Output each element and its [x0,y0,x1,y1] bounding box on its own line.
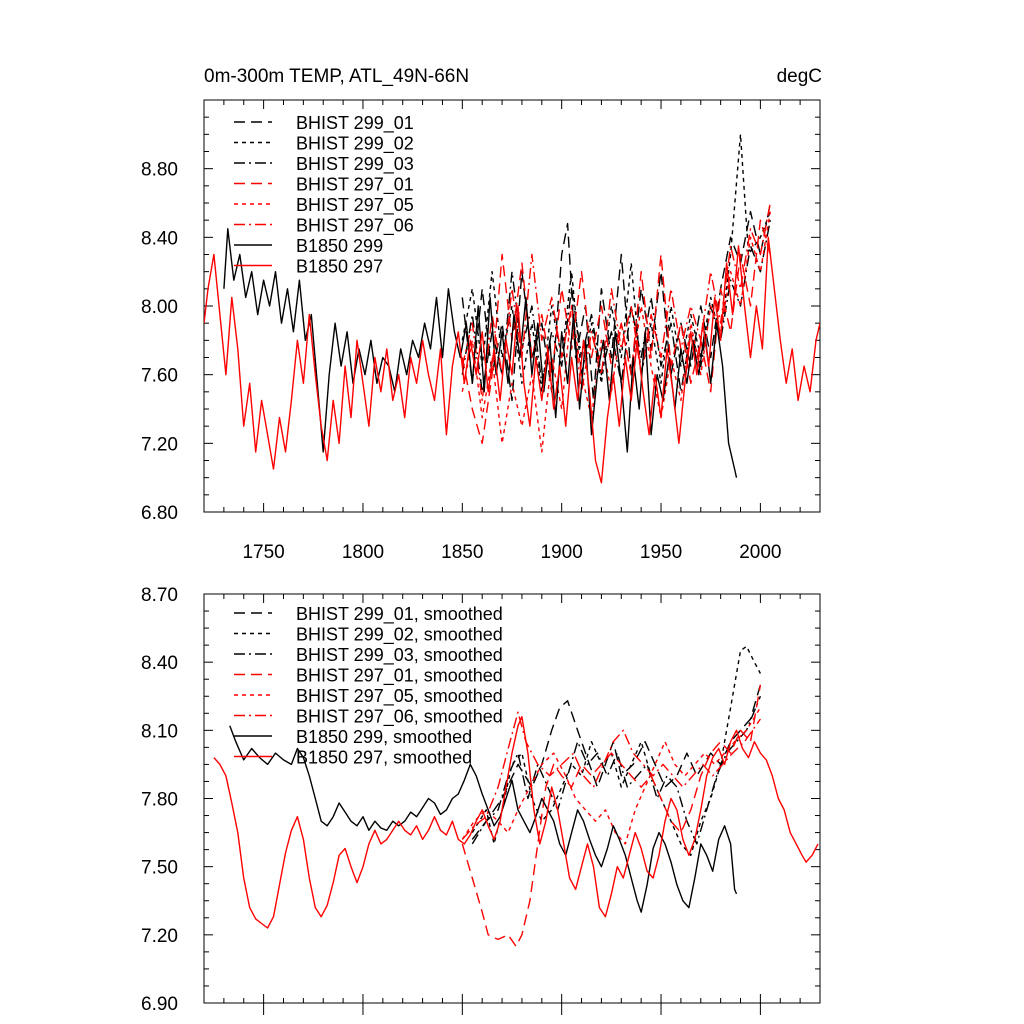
top-legend-label: B1850 297 [296,257,383,277]
top-y-tick-label: 7.20 [141,434,178,455]
bottom-legend-label: BHIST 297_06, smoothed [296,707,503,728]
top-legend-label: BHIST 297_01 [296,175,414,196]
bottom-y-tick-label: 8.70 [141,585,178,606]
top-y-tick-label: 8.40 [141,228,178,249]
top-panel-title: 0m-300m TEMP, ATL_49N-66N [204,66,469,87]
bottom-legend-label: B1850 297, smoothed [296,748,472,768]
top-x-tick-label: 1750 [242,542,284,563]
top-legend-label: BHIST 297_06 [296,216,414,237]
bottom-y-tick-label: 7.20 [141,926,178,947]
top-plot-area: 1750 1800 1850 1900 1950 2000 6.80 7.20 7.60 8.00… [141,99,821,563]
bottom-series-line-7 [229,725,738,913]
bottom-legend-label: BHIST 297_05, smoothed [296,686,503,707]
top-series-line-5 [461,211,771,453]
bottom-legend-label: BHIST 299_02, smoothed [296,625,503,646]
top-y-tick-label: 6.80 [141,503,178,524]
bottom-panel: 6.90 7.20 7.50 7.80 8.10 8.40 8.70 BHIST 299_01… [141,585,821,1015]
top-y-tick-label: 7.60 [141,366,178,387]
top-series-line-6 [461,202,771,402]
top-x-tick-label: 1800 [342,542,384,563]
top-panel: 0m-300m TEMP, ATL_49N-66N degC 1750 1800 1… [141,66,822,563]
top-series-line-3 [461,220,771,393]
top-legend-label: BHIST 299_02 [296,134,414,155]
bottom-series-line-6 [461,711,761,840]
bottom-y-tick-label: 8.40 [141,653,178,674]
top-x-tick-label: 1950 [640,542,682,563]
bottom-series-line-5 [461,707,761,845]
bottom-y-tick-label: 7.80 [141,790,178,811]
bottom-legend-label: BHIST 299_01, smoothed [296,604,503,625]
top-legend-label: BHIST 299_03 [296,154,414,175]
bottom-legend-label: B1850 299, smoothed [296,727,472,747]
bottom-series-line-8 [213,716,819,929]
bottom-legend-label: BHIST 299_03, smoothed [296,645,503,666]
top-legend-label: BHIST 297_05 [296,195,414,216]
top-x-tick-label: 1900 [541,542,583,563]
top-legend-label: B1850 299 [296,236,383,256]
bottom-series-line-3 [471,695,762,845]
bottom-y-tick-label: 6.90 [141,994,178,1015]
bottom-plot-area: 6.90 7.20 7.50 7.80 8.10 8.40 8.70 BHIST 299_01… [141,585,821,1015]
top-series-line-8 [204,236,820,484]
bottom-series-line-1 [471,684,762,840]
top-legend-label: BHIST 299_01 [296,113,414,134]
top-panel-unit-label: degC [777,66,822,87]
bottom-series-line-4 [461,684,762,947]
bottom-y-tick-label: 8.10 [141,721,178,742]
top-x-tick-label: 2000 [739,542,781,563]
top-y-tick-label: 8.80 [141,160,178,181]
bottom-legend-label: BHIST 297_01, smoothed [296,666,503,687]
bottom-y-tick-label: 7.50 [141,858,178,879]
bottom-series-line-2 [471,645,762,856]
top-y-tick-label: 8.00 [141,297,178,318]
top-x-tick-label: 1850 [441,542,483,563]
